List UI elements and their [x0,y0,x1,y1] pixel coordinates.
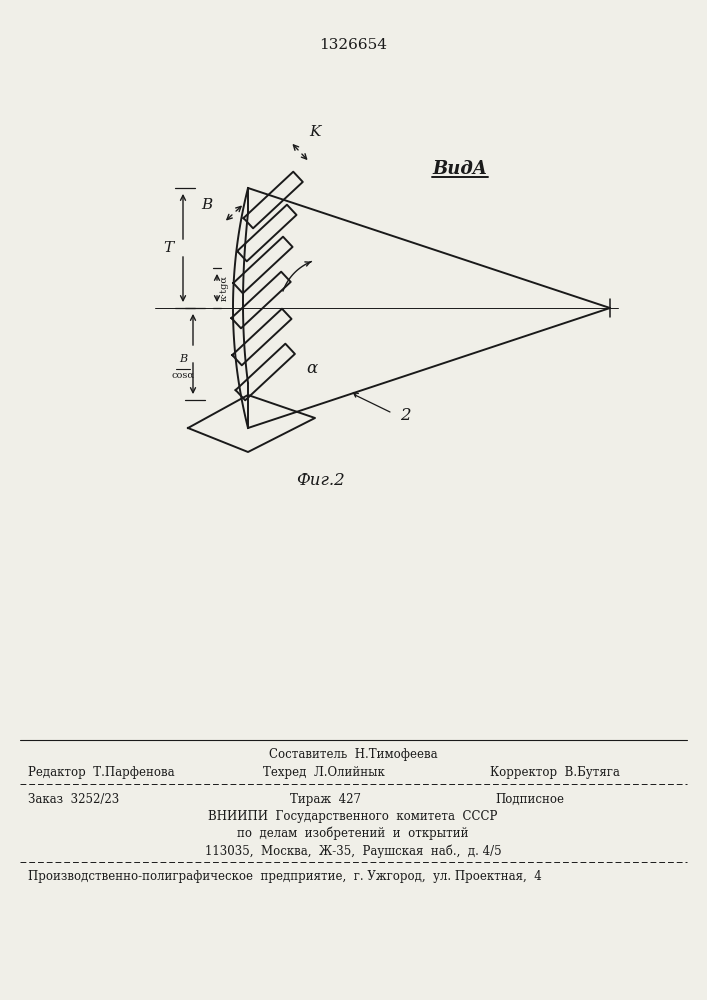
Text: Техред  Л.Олийнык: Техред Л.Олийнык [263,766,385,779]
Text: по  делам  изобретений  и  открытий: по делам изобретений и открытий [238,827,469,840]
Text: 1326654: 1326654 [319,38,387,52]
Text: Заказ  3252/23: Заказ 3252/23 [28,793,119,806]
Text: α: α [306,360,317,377]
Text: Фиг.2: Фиг.2 [296,472,344,489]
Text: Тираж  427: Тираж 427 [290,793,361,806]
Text: K: K [309,125,321,139]
Text: B: B [201,198,212,212]
Text: Корректор  В.Бутяга: Корректор В.Бутяга [490,766,620,779]
Text: cosα: cosα [172,371,194,380]
Text: Составитель  Н.Тимофеева: Составитель Н.Тимофеева [269,748,438,761]
Text: Производственно-полиграфическое  предприятие,  г. Ужгород,  ул. Проектная,  4: Производственно-полиграфическое предприя… [28,870,542,883]
Text: B: B [179,354,187,364]
Text: ВНИИПИ  Государственного  комитета  СССР: ВНИИПИ Государственного комитета СССР [209,810,498,823]
Text: 113035,  Москва,  Ж-35,  Раушская  наб.,  д. 4/5: 113035, Москва, Ж-35, Раушская наб., д. … [205,844,501,857]
Text: Подписное: Подписное [495,793,564,806]
Text: T: T [163,241,173,255]
Text: 2: 2 [399,406,410,424]
Text: Редактор  Т.Парфенова: Редактор Т.Парфенова [28,766,175,779]
Text: ВидA: ВидA [433,160,487,178]
Text: к·tgα: к·tgα [220,275,229,301]
